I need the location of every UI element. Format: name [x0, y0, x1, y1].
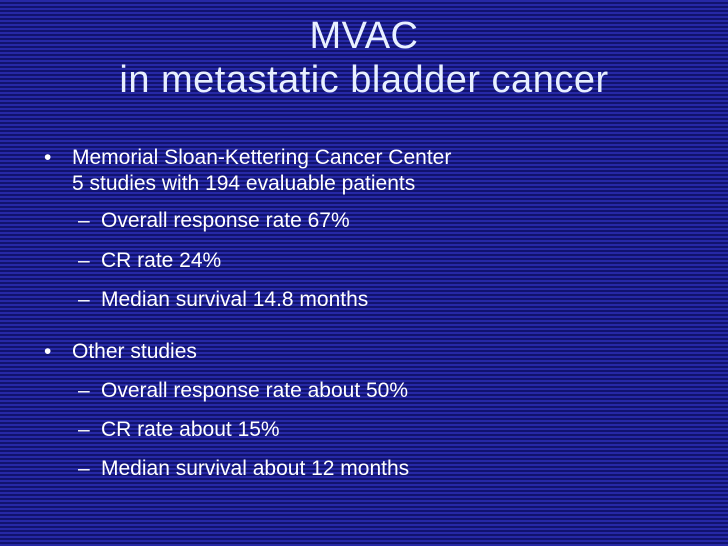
- sub-bullet-marker: –: [78, 288, 90, 311]
- sub-bullet-marker: –: [78, 418, 90, 441]
- bullet-text: Other studies: [72, 340, 197, 363]
- title-line-2: in metastatic bladder cancer: [119, 59, 609, 101]
- sub-bullet-text: Median survival about 12 months: [101, 457, 410, 480]
- title-line-1: MVAC: [309, 15, 419, 57]
- sub-bullet-text: Overall response rate about 50%: [101, 379, 409, 402]
- sub-bullet-text: CR rate about 15%: [101, 418, 280, 441]
- bullet-marker: •: [44, 146, 52, 169]
- bullet-text-continuation: 5 studies with 194 evaluable patients: [72, 172, 416, 195]
- slide-title: MVAC in metastatic bladder cancer: [0, 14, 728, 102]
- bullet-text: Memorial Sloan-Kettering Cancer Center: [72, 146, 452, 169]
- sub-bullet-marker: –: [78, 249, 90, 272]
- sub-bullet-text: CR rate 24%: [101, 249, 222, 272]
- bullet-marker: •: [44, 340, 52, 363]
- sub-bullet-text: Overall response rate 67%: [101, 209, 350, 232]
- sub-bullet-text: Median survival 14.8 months: [101, 288, 369, 311]
- sub-bullet-marker: –: [78, 379, 90, 402]
- sub-bullet-marker: –: [78, 209, 90, 232]
- sub-bullet-marker: –: [78, 457, 90, 480]
